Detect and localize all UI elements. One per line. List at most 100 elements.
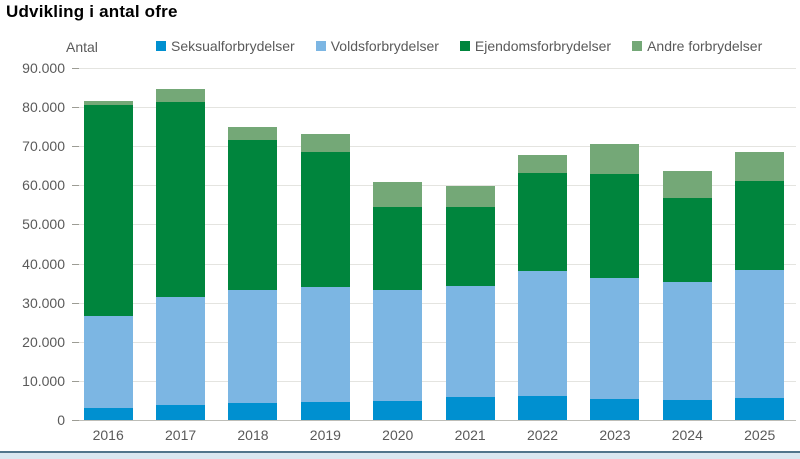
y-tick-label: 10.000 [22, 372, 65, 389]
legend-swatch-icon [459, 41, 470, 51]
bar-segment [156, 297, 206, 406]
bar-2021 [445, 68, 495, 420]
x-tick-label: 2019 [309, 427, 341, 443]
bar-2019 [300, 68, 350, 420]
x-tick-label: 2023 [599, 427, 631, 443]
bar-segment [445, 286, 495, 398]
bar-segment [156, 89, 206, 103]
plot-area [72, 68, 796, 421]
bar-segment [735, 270, 785, 398]
legend-item-label: Ejendomsforbrydelser [474, 38, 612, 54]
legend-item-2: Voldsforbrydelser [315, 38, 439, 54]
gridline [72, 107, 796, 109]
bar-segment [662, 171, 712, 198]
bar-segment [662, 197, 712, 283]
bar-2020 [373, 68, 423, 420]
chart-legend: Seksualforbrydelser Voldsforbrydelser Ejen… [156, 38, 762, 54]
legend-item-3: Ejendomsforbrydelser [459, 38, 612, 54]
y-tick-label: 50.000 [22, 216, 65, 233]
y-axis-tick [72, 224, 79, 226]
bar-segment [156, 405, 206, 420]
bar-segment [445, 185, 495, 207]
gridline [72, 185, 796, 187]
bar-segment [373, 207, 423, 290]
legend-swatch-icon [156, 41, 166, 51]
bar-segment [156, 102, 206, 298]
bar-segment [228, 139, 278, 290]
y-tick-label: 40.000 [22, 255, 65, 272]
x-tick-label: 2018 [237, 427, 269, 443]
bottom-border-band [0, 451, 800, 459]
bar-2025 [735, 68, 785, 420]
bar-segment [518, 154, 568, 173]
legend-swatch-icon [315, 41, 326, 51]
y-axis-tick [72, 68, 79, 69]
bar-segment [590, 173, 640, 279]
x-tick-label: 2017 [165, 427, 197, 443]
bar-segment [300, 151, 350, 288]
bar-2018 [228, 68, 278, 420]
legend-item-label: Seksualforbrydelser [171, 38, 295, 54]
y-tick-label: 80.000 [22, 99, 65, 116]
bar-segment [300, 402, 350, 420]
bar-segment [590, 278, 640, 400]
x-axis: 2016 2017 2018 2019 2020 2021 2022 2023 2024 2025 [72, 427, 796, 445]
gridline [72, 263, 796, 265]
x-tick-label: 2022 [526, 427, 559, 443]
y-tick-label: 30.000 [22, 294, 65, 311]
legend-item-4: Andre forbrydelser [632, 38, 762, 54]
bar-segment [228, 289, 278, 404]
bar-segment [445, 206, 495, 287]
legend-item-1: Seksualforbrydelser [156, 38, 295, 54]
x-axis-baseline [72, 420, 796, 421]
legend-item-label: Voldsforbrydelser [330, 38, 439, 54]
y-axis-tick [72, 263, 79, 265]
bar-segment [735, 181, 785, 271]
bar-2017 [156, 68, 206, 420]
x-tick-label: 2016 [92, 427, 124, 443]
legend-item-label: Andre forbrydelser [647, 38, 763, 54]
bar-segment [228, 403, 278, 420]
y-axis-tick [72, 341, 79, 343]
bar-segment [735, 152, 785, 182]
gridline [72, 302, 796, 304]
bar-segment [735, 397, 785, 420]
y-tick-label: 20.000 [22, 333, 65, 350]
bar-segment [590, 399, 640, 420]
bar-segment [518, 271, 568, 397]
y-axis-tick [72, 185, 79, 187]
bar-2022 [518, 68, 568, 420]
y-axis-tick [72, 146, 79, 148]
y-axis-tick [72, 107, 79, 109]
bar-segment [373, 401, 423, 420]
x-tick-label: 2025 [744, 427, 776, 443]
x-tick-label: 2021 [454, 427, 486, 443]
y-tick-label: 60.000 [22, 177, 65, 194]
bar-segment [590, 143, 640, 174]
bar-segment [83, 100, 133, 106]
y-axis-tick [72, 380, 79, 382]
bars-container [72, 68, 796, 420]
gridline [72, 341, 796, 343]
gridline [72, 68, 796, 69]
y-tick-label: 0 [57, 412, 65, 428]
bar-2016 [83, 68, 133, 420]
bar-2023 [590, 68, 640, 420]
bar-2024 [662, 68, 712, 420]
legend-swatch-icon [632, 41, 643, 51]
x-tick-label: 2020 [382, 427, 414, 443]
bar-segment [300, 287, 350, 403]
bar-segment [662, 400, 712, 420]
gridline [72, 380, 796, 382]
y-axis-tick [72, 420, 79, 421]
x-tick-label: 2024 [671, 427, 703, 443]
bar-segment [83, 408, 133, 420]
bar-segment [83, 315, 133, 409]
gridline [72, 224, 796, 226]
gridline [72, 146, 796, 148]
bar-segment [445, 397, 495, 420]
chart-title: Udvikling i antal ofre [6, 2, 178, 21]
bar-segment [228, 127, 278, 140]
y-tick-label: 90.000 [22, 60, 65, 76]
